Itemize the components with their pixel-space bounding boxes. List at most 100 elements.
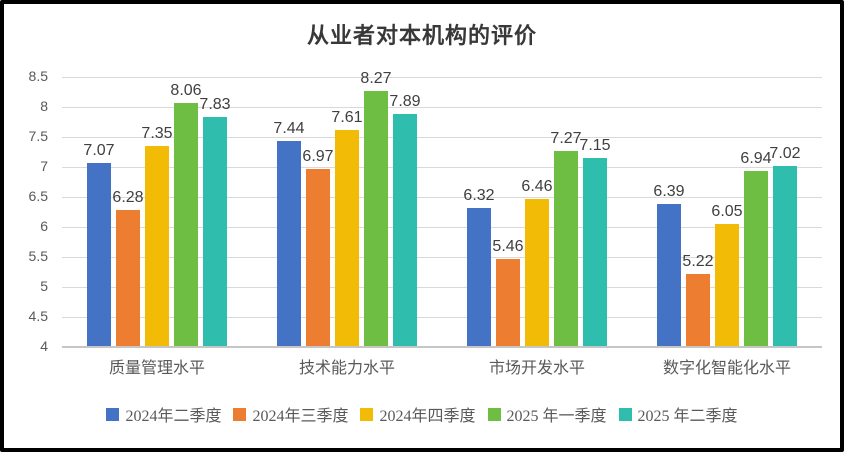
legend-label: 2024年四季度 [379, 408, 476, 425]
bar-series5-cat4[interactable] [773, 166, 797, 347]
legend-label: 2024年二季度 [125, 408, 222, 425]
legend-marker-icon [487, 407, 501, 421]
data-label: 8.06 [170, 82, 202, 99]
bar-group-4: 6.39 5.22 6.05 6.94 7.02 [632, 77, 822, 347]
legend-item-4[interactable]: 2025 年一季度 [487, 402, 607, 426]
bar-series3-cat1[interactable] [145, 146, 169, 347]
bar-series4-cat2[interactable] [364, 91, 388, 347]
data-label: 7.61 [331, 109, 363, 126]
bar-series1-cat3[interactable] [467, 208, 491, 347]
gridline [62, 287, 822, 288]
data-label: 6.46 [521, 178, 553, 195]
bar-series1-cat2[interactable] [277, 141, 301, 347]
data-label: 6.05 [711, 203, 743, 220]
bar-series2-cat1[interactable] [116, 210, 140, 347]
bar-series2-cat4[interactable] [686, 274, 710, 347]
barwrap: 6.28 [112, 77, 144, 347]
x-axis-category-label-2: 技术能力水平 [298, 360, 395, 377]
bar-series1-cat4[interactable] [657, 204, 681, 347]
plot-area: 7.07 6.28 7.35 8.06 7.83 7.44 6.97 7.61 8.27 7.89… [62, 70, 822, 348]
gridline [62, 137, 822, 138]
gridline [62, 107, 822, 108]
y-axis-tick-label: 6 [40, 218, 48, 234]
legend-item-1[interactable]: 2024年二季度 [106, 402, 221, 426]
data-label: 6.39 [653, 183, 685, 200]
data-label: 6.32 [463, 187, 495, 204]
barwrap: 7.35 [141, 77, 173, 347]
barwrap: 5.46 [492, 77, 524, 347]
barwrap: 6.32 [463, 77, 495, 347]
barwrap: 7.02 [769, 77, 801, 347]
legend-item-5[interactable]: 2025 年二季度 [618, 402, 738, 426]
barwrap: 7.61 [331, 77, 363, 347]
barwrap: 8.06 [170, 77, 202, 347]
gridline [62, 167, 822, 168]
bar-groups-container: 7.07 6.28 7.35 8.06 7.83 7.44 6.97 7.61 8.27 7.89… [62, 70, 822, 347]
barwrap: 7.83 [199, 77, 231, 347]
barwrap: 6.94 [740, 77, 772, 347]
gridline [62, 317, 822, 318]
y-axis-tick-label: 8.5 [28, 68, 48, 84]
barwrap: 7.27 [550, 77, 582, 347]
gridline [62, 227, 822, 228]
legend-label: 2025 年一季度 [506, 408, 607, 425]
legend-marker-icon [106, 407, 120, 421]
bar-series3-cat2[interactable] [335, 130, 359, 347]
y-axis: 8.5 8 7.5 7 6.5 6 5.5 5 4.5 4 [4, 68, 54, 354]
data-label: 5.22 [682, 253, 714, 270]
bar-series3-cat4[interactable] [715, 224, 739, 347]
gridline [62, 197, 822, 198]
data-label: 7.27 [550, 130, 582, 147]
barwrap: 6.46 [521, 77, 553, 347]
data-label: 6.28 [112, 189, 144, 206]
legend-label: 2024年三季度 [252, 408, 349, 425]
bar-series5-cat3[interactable] [583, 158, 607, 347]
x-axis-category-label-3: 市场开发水平 [488, 360, 585, 377]
barwrap: 5.22 [682, 77, 714, 347]
data-label: 6.94 [740, 150, 772, 167]
barwrap: 7.89 [389, 77, 421, 347]
x-axis-category-label-1: 质量管理水平 [108, 360, 205, 377]
y-axis-tick-label: 5.5 [28, 248, 48, 264]
data-label: 5.46 [492, 238, 524, 255]
bar-group-2: 7.44 6.97 7.61 8.27 7.89 [252, 70, 442, 347]
barwrap: 6.39 [653, 77, 685, 347]
data-label: 7.15 [579, 137, 611, 154]
y-axis-tick-label: 7.5 [28, 128, 48, 144]
bar-series5-cat1[interactable] [203, 117, 227, 347]
y-axis-tick-label: 8 [40, 98, 48, 114]
y-axis-tick-label: 7 [40, 158, 48, 174]
legend-item-2[interactable]: 2024年三季度 [233, 402, 348, 426]
legend-marker-icon [618, 407, 632, 421]
x-axis-labels: 质量管理水平 技术能力水平 市场开发水平 数字化智能化水平 [62, 354, 822, 378]
legend-marker-icon [360, 407, 374, 421]
bar-series4-cat4[interactable] [744, 171, 768, 347]
legend-label: 2025 年二季度 [637, 408, 738, 425]
data-label: 7.89 [389, 93, 421, 110]
barwrap: 6.05 [711, 77, 743, 347]
barwrap: 8.27 [360, 70, 392, 347]
y-axis-tick-label: 4.5 [28, 308, 48, 324]
data-label: 6.97 [302, 148, 334, 165]
legend-marker-icon [233, 407, 247, 421]
bar-series2-cat3[interactable] [496, 259, 520, 347]
y-axis-tick-label: 4 [40, 338, 48, 354]
data-label: 7.44 [273, 120, 305, 137]
legend-item-3[interactable]: 2024年四季度 [360, 402, 476, 426]
bar-series4-cat1[interactable] [174, 103, 198, 347]
bar-group-1: 7.07 6.28 7.35 8.06 7.83 [62, 77, 252, 347]
gridline [62, 77, 822, 78]
bar-series3-cat3[interactable] [525, 199, 549, 347]
bar-series4-cat3[interactable] [554, 151, 578, 347]
barwrap: 7.15 [579, 77, 611, 347]
bar-group-3: 6.32 5.46 6.46 7.27 7.15 [442, 77, 632, 347]
x-axis-line [62, 346, 822, 348]
bar-series1-cat1[interactable] [87, 163, 111, 347]
data-label: 7.83 [199, 96, 231, 113]
data-label: 8.27 [360, 70, 392, 87]
data-label: 7.02 [769, 145, 801, 162]
x-axis-category-label-4: 数字化智能化水平 [662, 360, 791, 377]
bar-series5-cat2[interactable] [393, 114, 417, 347]
bar-series2-cat2[interactable] [306, 169, 330, 347]
